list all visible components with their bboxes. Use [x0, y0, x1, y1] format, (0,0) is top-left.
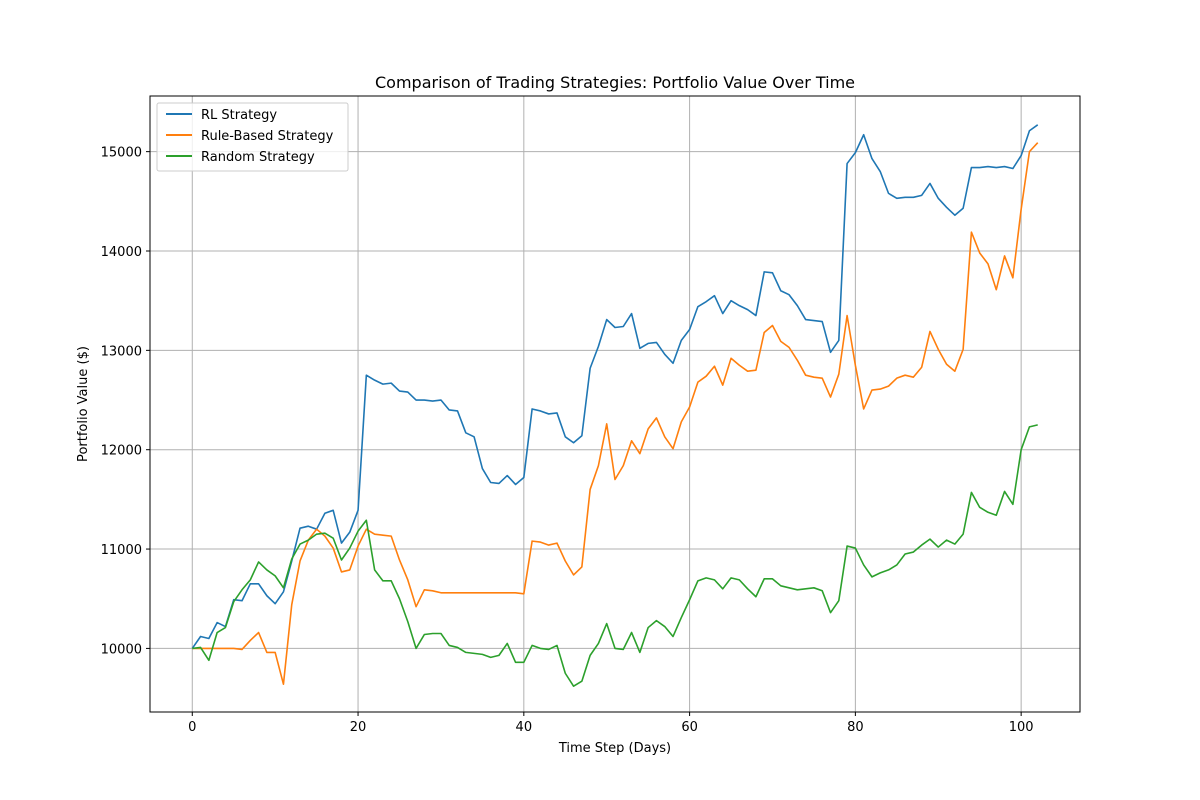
legend-label-rl: RL Strategy — [201, 108, 277, 123]
plot-frame — [149, 95, 1081, 713]
y-tick-label: 14000 — [101, 245, 142, 260]
x-tick-label: 60 — [681, 720, 698, 735]
y-tick-label: 12000 — [101, 444, 142, 459]
series-lines — [191, 124, 1039, 687]
y-tick-label: 15000 — [101, 146, 142, 161]
legend: RL Strategy Rule-Based Strategy Random S… — [156, 102, 349, 172]
y-tick-label: 10000 — [101, 642, 142, 657]
axis-ticks: 0 20 40 60 80 100 10000 11000 12000 13000 14000 150… — [101, 146, 1034, 735]
y-axis-label: Portfolio Value ($) — [76, 346, 91, 462]
series-line-rl — [191, 124, 1039, 649]
y-tick-label: 13000 — [101, 344, 142, 359]
series-line-random — [192, 424, 1038, 687]
chart-title: Comparison of Trading Strategies: Portfo… — [375, 73, 855, 92]
x-tick-label: 40 — [516, 720, 533, 735]
legend-label-rule: Rule-Based Strategy — [201, 129, 334, 144]
series-line-rule — [192, 142, 1039, 685]
x-tick-label: 0 — [188, 720, 196, 735]
legend-label-random: Random Strategy — [201, 150, 315, 165]
x-axis-label: Time Step (Days) — [558, 741, 671, 756]
y-tick-label: 11000 — [101, 543, 142, 558]
x-tick-label: 100 — [1009, 720, 1034, 735]
x-tick-label: 20 — [350, 720, 367, 735]
x-tick-label: 80 — [847, 720, 864, 735]
legend-box — [156, 102, 349, 172]
